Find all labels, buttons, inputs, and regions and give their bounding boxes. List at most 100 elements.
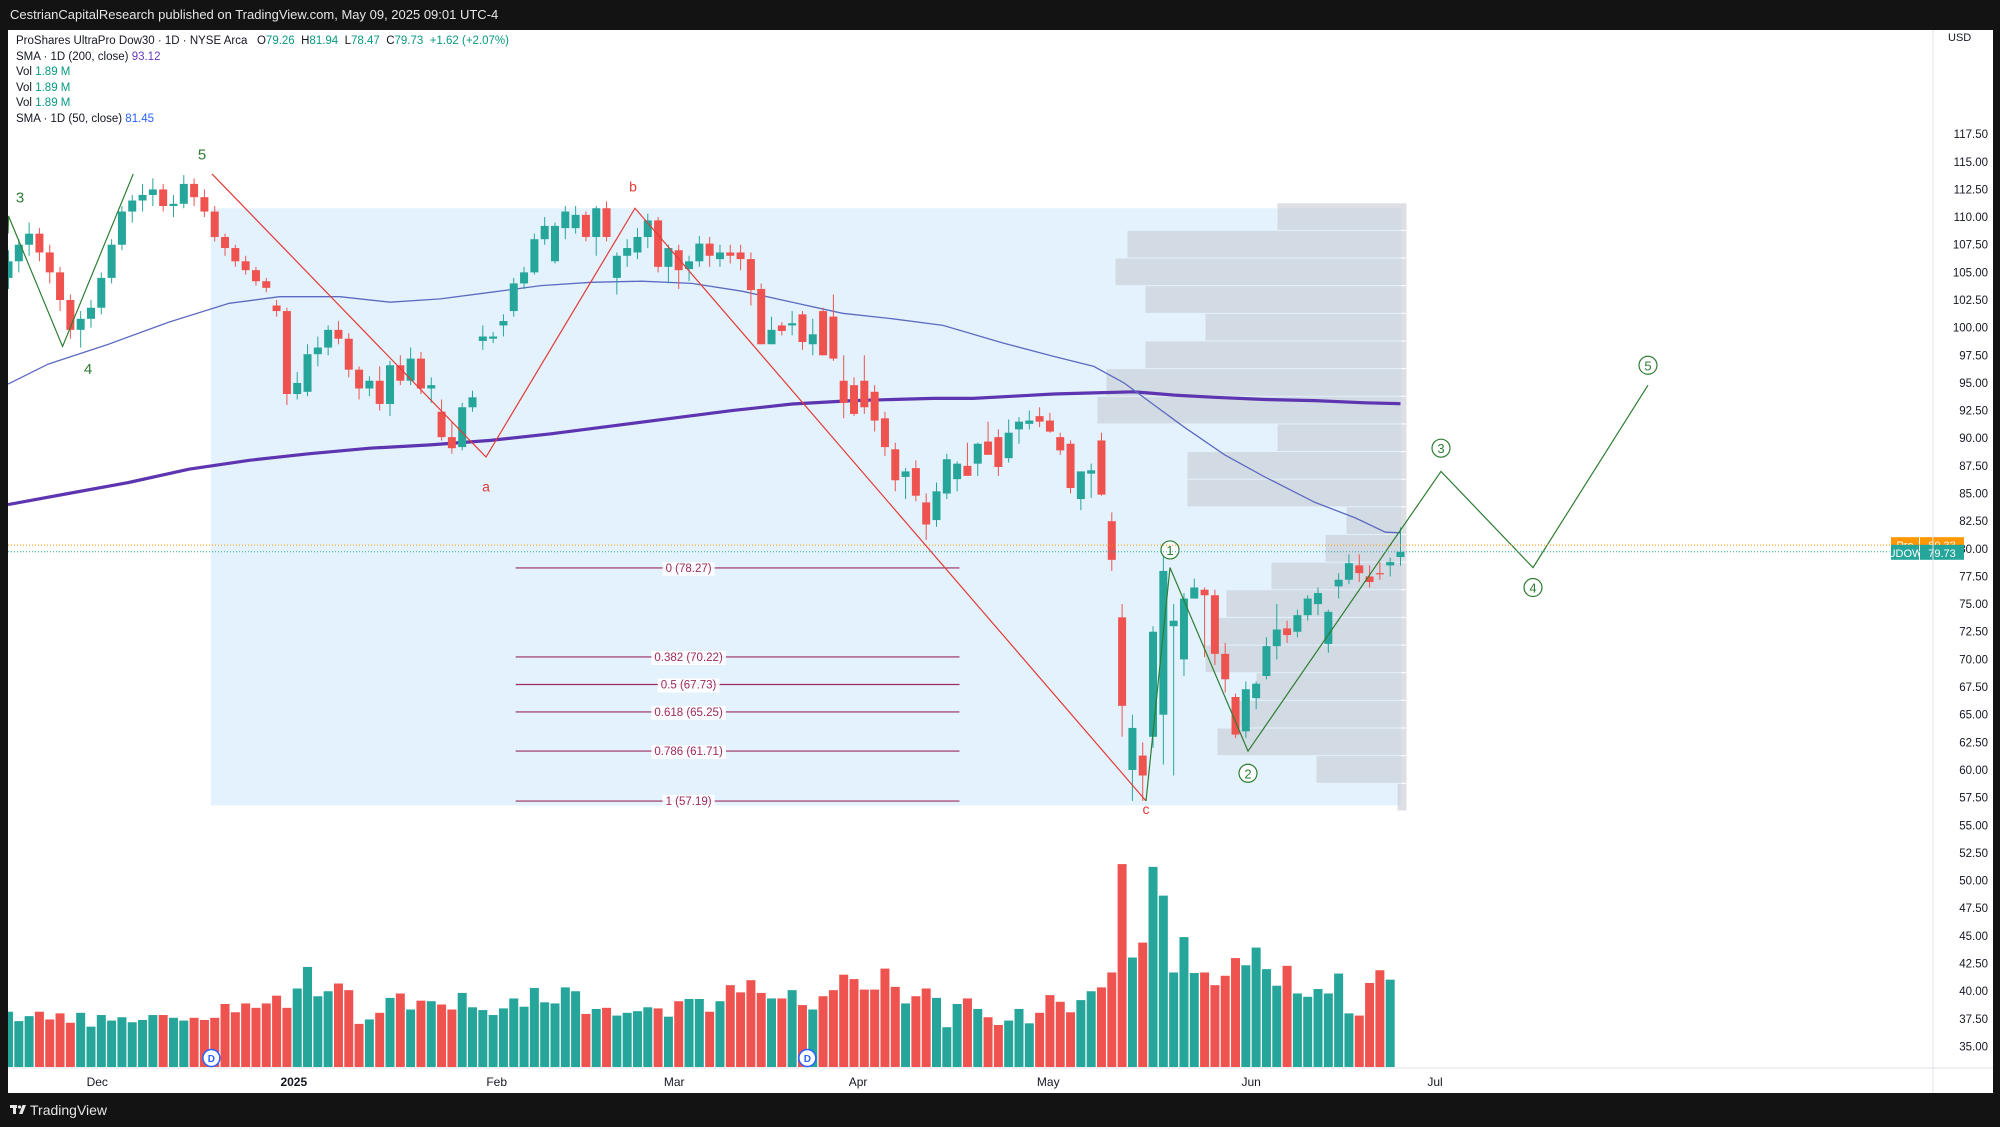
sma200-value: 93.12 — [131, 50, 161, 63]
volume-bar — [210, 1017, 220, 1067]
fib-level-label: 0 (78.27) — [666, 563, 712, 575]
candle-body — [870, 391, 879, 421]
date-tick-label: May — [1037, 1075, 1060, 1089]
volume-bar — [34, 1011, 44, 1067]
volume-bar — [859, 989, 869, 1067]
sma200-line — [8, 390, 1401, 507]
candle-body — [210, 211, 219, 237]
volume-bar — [364, 1019, 374, 1067]
volume-bar — [1035, 1012, 1045, 1067]
candle-body — [1396, 551, 1405, 557]
candle-body — [1076, 471, 1085, 500]
candle-body — [241, 261, 250, 271]
price-tags: Pre80.33UDOW79.73 — [1888, 537, 1964, 560]
candle-body — [767, 329, 776, 345]
volume-bar — [1210, 985, 1220, 1067]
wave-label: 5 — [198, 147, 206, 164]
candle-body — [602, 208, 611, 237]
volume-bar — [1107, 972, 1117, 1067]
ticker-value-label: 79.73 — [1928, 548, 1956, 560]
volume-profile-bar — [1106, 369, 1407, 396]
volume-bar — [725, 985, 735, 1067]
candle-body — [499, 321, 508, 326]
candle-body — [746, 259, 755, 291]
legend-vol-row-3[interactable]: Vol 1.89 M — [16, 96, 509, 112]
price-tick-label: 60.00 — [1959, 765, 1988, 777]
candle-body — [664, 248, 673, 267]
candle-body — [313, 347, 322, 355]
price-axis: 35.00 37.50 40.00 42.50 45.00 47.50 50.00 52.50… — [1953, 129, 1988, 1053]
volume-bar — [663, 1016, 673, 1067]
price-tick-label: 107.50 — [1953, 240, 1988, 252]
candle-body — [1097, 440, 1106, 495]
volume-bar — [8, 1011, 13, 1067]
price-tick-label: 47.50 — [1959, 903, 1988, 915]
candle-body — [1365, 576, 1374, 582]
price-chart[interactable]: 35.00 37.50 40.00 42.50 45.00 47.50 50.00 52.50… — [8, 30, 1993, 1093]
date-tick-label: Dec — [87, 1075, 108, 1089]
legend-vol-row-2[interactable]: Vol 1.89 M — [16, 81, 509, 97]
volume-bar — [839, 974, 849, 1067]
volume-profile-bar — [1097, 396, 1407, 424]
price-tick-label: 40.00 — [1959, 986, 1988, 998]
vol-value: 1.89 M — [35, 81, 71, 94]
legend-sma50-row[interactable]: SMA · 1D (50, close) 81.45 — [16, 112, 509, 128]
symbol-title[interactable]: ProShares UltraPro Dow30 · 1D · NYSE Arc… — [16, 35, 248, 47]
volume-bar — [282, 1007, 292, 1067]
volume-bar — [973, 1008, 983, 1067]
legend-vol-row-1[interactable]: Vol 1.89 M — [16, 65, 509, 81]
candlesticks — [8, 175, 1405, 801]
candle-body — [416, 358, 425, 389]
candle-body — [1045, 420, 1054, 432]
price-tick-label: 105.00 — [1953, 267, 1988, 279]
volume-profile-bar — [1205, 313, 1407, 341]
chart-panel[interactable]: 35.00 37.50 40.00 42.50 45.00 47.50 50.00 52.50… — [8, 30, 1993, 1093]
abc-line — [211, 173, 1147, 802]
high-value: 81.94 — [309, 35, 339, 47]
price-tick-label: 62.50 — [1959, 737, 1988, 749]
candle-body — [942, 459, 951, 494]
price-tick-label: 55.00 — [1959, 820, 1988, 832]
volume-bar — [127, 1022, 137, 1067]
legend-sma200-row[interactable]: SMA · 1D (200, close) 93.12 — [16, 50, 509, 66]
candle-body — [25, 233, 34, 245]
candle-body — [973, 443, 982, 464]
candle-body — [447, 437, 456, 449]
chart-legend: ProShares UltraPro Dow30 · 1D · NYSE Arc… — [16, 34, 509, 127]
low-label: L — [344, 35, 352, 47]
candle-body — [860, 380, 869, 408]
volume-bar — [911, 996, 921, 1067]
volume-bar — [1313, 989, 1323, 1067]
volume-bar — [1189, 973, 1199, 1067]
volume-bar — [1076, 1000, 1086, 1067]
volume-profile-bar — [1127, 230, 1407, 258]
volume-bar — [602, 1007, 612, 1067]
change-value: +1.62 (+2.07%) — [429, 35, 509, 47]
candle-body — [808, 334, 817, 345]
candle-body — [1241, 689, 1250, 732]
candle-body — [1386, 562, 1395, 566]
candle-body — [262, 281, 271, 288]
volume-bar — [571, 991, 581, 1067]
volume-bar — [932, 997, 941, 1067]
price-tick-label: 65.00 — [1959, 710, 1988, 722]
volume-bar — [1354, 1015, 1364, 1067]
volume-bar — [375, 1012, 385, 1067]
candle-body — [932, 491, 941, 521]
volume-bar — [550, 1003, 560, 1067]
candle-body — [953, 463, 962, 480]
volume-profile-bar — [1325, 534, 1407, 562]
fibonacci-retracement: 0 (78.27) 0.382 (70.22) 0.5 (67.73) 0.618 (… — [515, 561, 960, 810]
candle-body — [128, 200, 137, 212]
volume-bar — [1344, 1013, 1354, 1067]
volume-bar — [818, 996, 828, 1067]
volume-bar — [199, 1020, 209, 1067]
volume-bar — [962, 998, 972, 1067]
price-tick-label: 80.00 — [1959, 544, 1988, 556]
candle-body — [159, 189, 168, 207]
volume-bar — [622, 1012, 632, 1067]
volume-bar — [870, 989, 880, 1067]
volume-profile-bar — [1115, 258, 1407, 286]
candle-body — [293, 382, 302, 395]
